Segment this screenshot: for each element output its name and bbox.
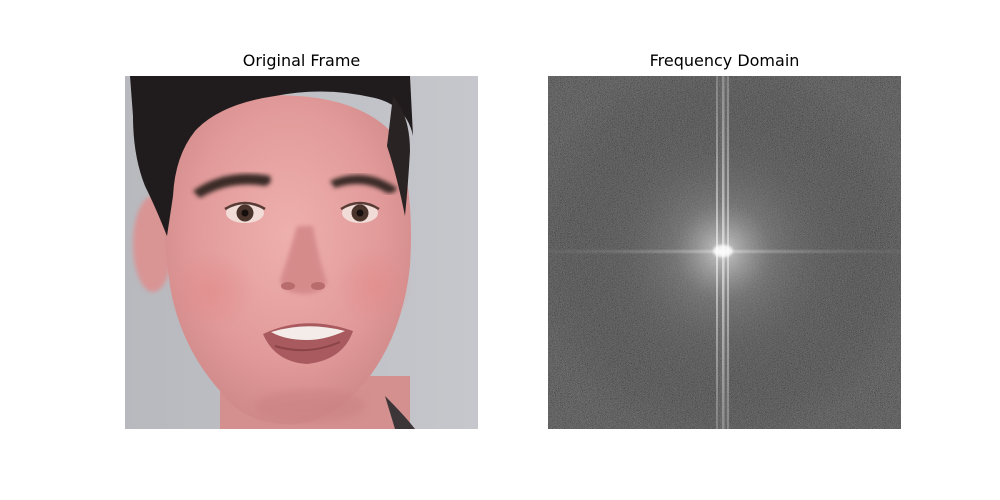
original-frame-title: Original Frame [242,51,361,70]
left-cheek [165,251,255,331]
right-eyebrow [330,174,397,194]
face-photo [125,76,478,429]
teeth [271,326,345,340]
nose [280,226,327,294]
fft-magnitude-spectrum [548,76,901,429]
hair [130,76,413,236]
right-cheek [337,246,413,326]
left-eyebrow [193,173,271,198]
original-frame-image [125,76,478,429]
frequency-domain-image [548,76,901,429]
frequency-domain-title: Frequency Domain [649,51,800,70]
dc-component [713,245,733,257]
